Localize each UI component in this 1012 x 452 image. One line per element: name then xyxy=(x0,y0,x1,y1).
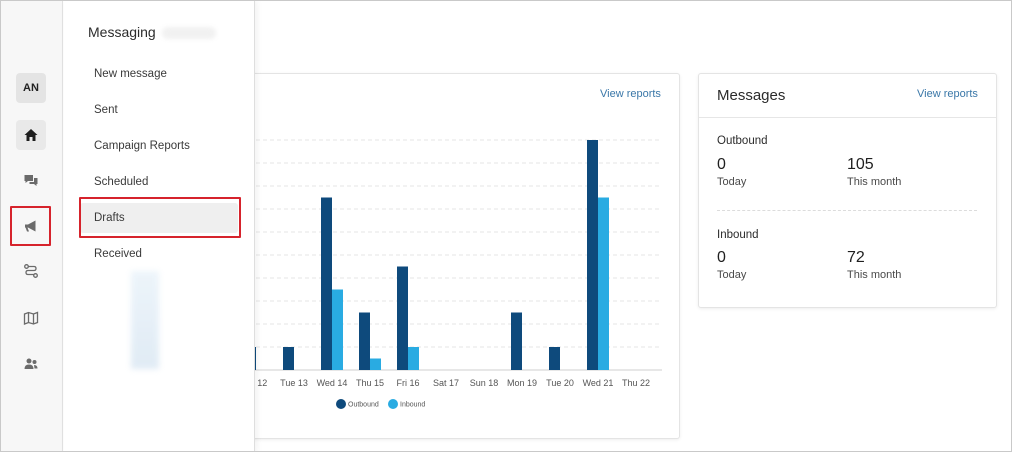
x-tick-label: on 12 xyxy=(245,378,268,388)
menu-item-label: Received xyxy=(94,248,142,260)
messages-card: Messages View reports Outbound 0 Today 1… xyxy=(698,73,997,308)
menu-item-campaign-reports[interactable]: Campaign Reports xyxy=(80,131,238,161)
messaging-flyout: Messaging New message Sent Campaign Repo… xyxy=(64,1,255,451)
inbound-today-value: 0 xyxy=(717,249,726,266)
inbound-month-label: This month xyxy=(847,269,902,281)
x-tick-label: Tue 13 xyxy=(280,378,308,388)
blurred-bar xyxy=(131,271,159,369)
message-activity-chart: on 12 Tue 13 Wed 14 Thu 15 Fri 16 Sat 17 Sun 1… xyxy=(242,139,662,409)
flyout-title: Messaging xyxy=(88,24,156,40)
x-tick-label: Wed 21 xyxy=(583,378,614,388)
bar-inbound xyxy=(332,289,343,370)
outbound-month-label: This month xyxy=(847,176,902,188)
icon-rail: AN xyxy=(1,1,63,451)
x-tick-label: Mon 19 xyxy=(507,378,537,388)
menu-item-drafts[interactable]: Drafts xyxy=(80,203,238,233)
x-tick-label: Wed 14 xyxy=(317,378,348,388)
x-tick-label: Tue 20 xyxy=(546,378,574,388)
x-tick-label: Thu 15 xyxy=(356,378,384,388)
menu-item-label: Campaign Reports xyxy=(94,140,190,152)
bar-inbound xyxy=(408,347,419,370)
bar-outbound xyxy=(321,197,332,370)
outbound-label: Outbound xyxy=(717,135,768,147)
bar-outbound xyxy=(587,140,598,370)
bar-outbound xyxy=(359,312,370,370)
legend-outbound-swatch xyxy=(336,399,346,409)
messages-title: Messages xyxy=(717,87,786,104)
blurred-text xyxy=(162,27,216,39)
megaphone-icon[interactable] xyxy=(16,211,46,241)
bar-inbound xyxy=(370,358,381,370)
x-tick-label: Thu 22 xyxy=(622,378,650,388)
menu-item-label: Scheduled xyxy=(94,176,149,188)
bar-outbound xyxy=(511,312,522,370)
menu-item-sent[interactable]: Sent xyxy=(80,95,238,125)
menu-item-label: Drafts xyxy=(94,212,125,224)
outbound-today-label: Today xyxy=(717,176,747,188)
chart-card: View reports on 12 Tue 13 Wed 14 Thu 15 Fri … xyxy=(241,73,680,439)
x-tick-label: Fri 16 xyxy=(396,378,419,388)
menu-item-new-message[interactable]: New message xyxy=(80,59,238,89)
inbound-today-label: Today xyxy=(717,269,747,281)
bar-outbound xyxy=(549,347,560,370)
home-icon[interactable] xyxy=(16,120,46,150)
menu-item-label: Sent xyxy=(94,104,118,116)
bar-outbound xyxy=(397,266,408,370)
bar-outbound xyxy=(283,347,294,370)
user-avatar[interactable]: AN xyxy=(16,73,46,103)
inbound-label: Inbound xyxy=(717,229,759,241)
x-tick-label: Sat 17 xyxy=(433,378,459,388)
chart-view-reports-link[interactable]: View reports xyxy=(600,88,661,100)
messages-view-reports-link[interactable]: View reports xyxy=(917,88,978,100)
inbound-month-value: 72 xyxy=(847,249,865,266)
journey-icon[interactable] xyxy=(16,256,46,286)
section-divider xyxy=(717,210,977,211)
legend-inbound-swatch xyxy=(388,399,398,409)
bar-inbound xyxy=(598,197,609,370)
menu-item-label: New message xyxy=(94,68,167,80)
menu-item-scheduled[interactable]: Scheduled xyxy=(80,167,238,197)
contacts-icon[interactable] xyxy=(16,349,46,379)
divider xyxy=(699,117,996,118)
map-icon[interactable] xyxy=(16,303,46,333)
legend-inbound-label: Inbound xyxy=(400,402,425,409)
outbound-month-value: 105 xyxy=(847,156,874,173)
avatar-initials: AN xyxy=(23,82,39,94)
x-tick-label: Sun 18 xyxy=(470,378,499,388)
outbound-today-value: 0 xyxy=(717,156,726,173)
chat-icon[interactable] xyxy=(16,165,46,195)
menu-item-received[interactable]: Received xyxy=(80,239,238,269)
legend-outbound-label: Outbound xyxy=(348,402,379,409)
